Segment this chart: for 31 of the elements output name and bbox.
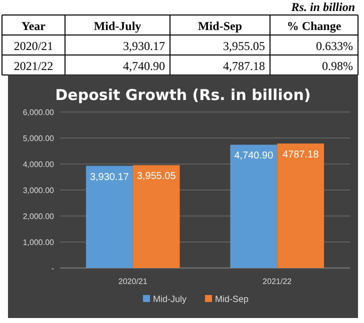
- text: 0.98%: [322, 59, 353, 73]
- y-tick-label: 4,000.00: [22, 160, 55, 169]
- text: 3,955.05: [223, 39, 265, 53]
- bar: [230, 144, 278, 268]
- text: % Change: [286, 19, 342, 33]
- text: 4,787.18: [223, 59, 265, 73]
- data-label: 3,930.17: [90, 172, 130, 183]
- text: Mid-Sep: [198, 19, 242, 33]
- y-tick-label: 2,000.00: [22, 212, 55, 221]
- bar: [132, 165, 180, 268]
- text: 4,740.90: [123, 59, 165, 73]
- text: Rs. in billion: [290, 0, 356, 14]
- text: 2020/21: [14, 39, 54, 53]
- y-tick-label: 6,000.00: [22, 108, 55, 117]
- text: 2021/22: [14, 59, 54, 73]
- data-label: 4787.18: [282, 150, 320, 161]
- y-tick-label: 3,000.00: [22, 186, 55, 195]
- bar: [86, 166, 133, 268]
- text: Year: [22, 19, 46, 33]
- legend-label: Mid-July: [153, 294, 188, 304]
- data-label: 3,955.05: [136, 171, 176, 182]
- data-label: 4,740.90: [234, 150, 274, 162]
- y-tick-label: 1,000.00: [22, 238, 55, 247]
- chart-title: Deposit Growth (Rs. in billion): [55, 86, 311, 104]
- text: 3,930.17: [123, 39, 165, 53]
- bar: [277, 144, 324, 268]
- y-tick-label: -: [51, 264, 54, 273]
- legend-label: Mid-Sep: [215, 294, 249, 304]
- text: 0.633%: [316, 39, 353, 53]
- y-tick-label: 5,000.00: [22, 134, 55, 143]
- text: Mid-July: [94, 19, 142, 33]
